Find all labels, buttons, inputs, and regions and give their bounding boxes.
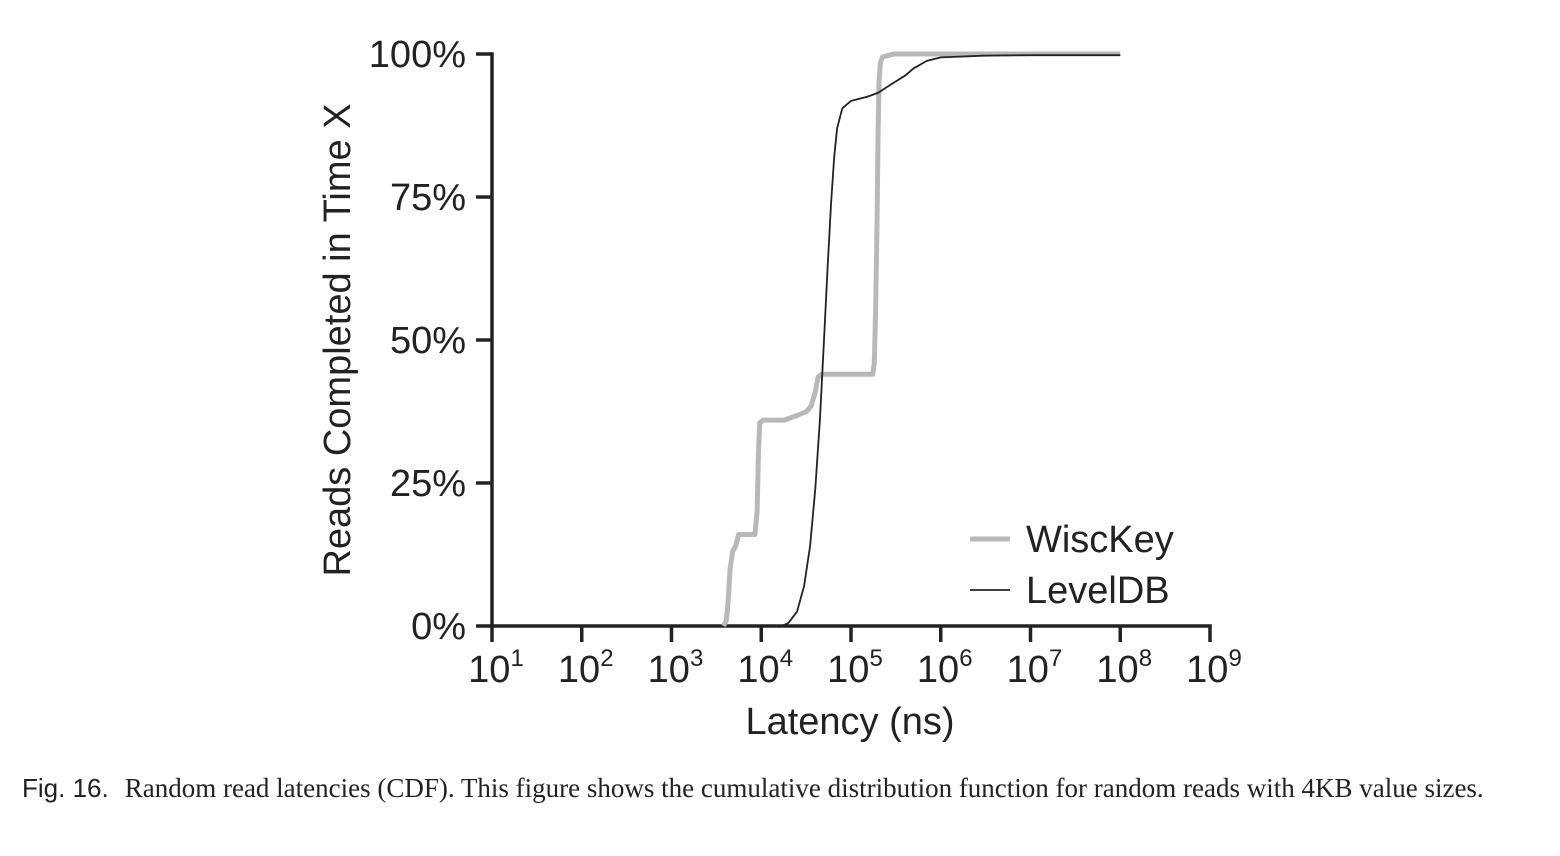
y-tick-label: 100%	[369, 34, 466, 76]
x-tick-label: 107	[1007, 645, 1063, 691]
legend-label-wisckey: WiscKey	[1026, 519, 1174, 561]
x-tick-label: 103	[648, 645, 704, 691]
cdf-chart: 0% 25% 50% 75% 100% 101 102 103 104 105 106 107 108…	[317, 34, 1242, 743]
caption-label: Fig. 16.	[22, 773, 109, 803]
y-axis-label: Reads Completed in Time X	[317, 103, 359, 576]
x-tick-label: 102	[558, 645, 614, 691]
series-line-wisckey	[721, 51, 1121, 628]
y-axis-ticks: 0% 25% 50% 75% 100%	[369, 34, 492, 648]
y-tick-label: 75%	[390, 177, 466, 219]
y-tick-label: 25%	[390, 463, 466, 505]
x-tick-label: 109	[1186, 645, 1242, 691]
caption-text: Random read latencies (CDF). This figure…	[124, 773, 1484, 803]
series-line-leveldb	[781, 54, 1121, 627]
x-tick-label: 104	[737, 645, 793, 691]
figure-caption: Fig. 16. Random read latencies (CDF). Thi…	[22, 772, 1542, 804]
x-tick-label: 101	[468, 645, 524, 691]
y-tick-label: 0%	[411, 606, 466, 648]
y-tick-label: 50%	[390, 320, 466, 362]
legend-label-leveldb: LevelDB	[1026, 570, 1170, 612]
x-axis-ticks: 101 102 103 104 105 106 107 108 109	[468, 626, 1242, 691]
series-lines	[721, 51, 1121, 628]
x-tick-label: 105	[827, 645, 883, 691]
x-tick-label: 108	[1096, 645, 1152, 691]
x-axis-label: Latency (ns)	[745, 701, 954, 743]
x-tick-label: 106	[917, 645, 973, 691]
legend: WiscKey LevelDB	[970, 519, 1174, 612]
